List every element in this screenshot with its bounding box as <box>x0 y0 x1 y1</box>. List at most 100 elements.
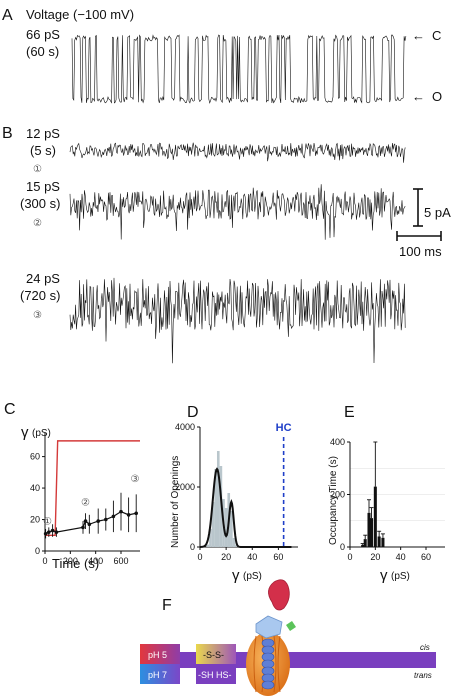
chart-d-hc-label: HC <box>276 422 292 434</box>
chart-c-ylabel-symbol: γ <box>21 424 29 441</box>
chart-d-ylabel: Number of Openings <box>170 456 181 548</box>
chart-d-bar <box>224 508 228 547</box>
chart-d-x-tick-label: 40 <box>247 552 257 562</box>
cap-domain <box>255 615 283 639</box>
chart-d-y-tick-label: 4000 <box>175 422 195 432</box>
chart-d: 0 20 40 60 0 2000 4000 HC <box>175 422 298 562</box>
ph7-block <box>140 664 180 684</box>
scale-time-label: 100 ms <box>399 244 442 259</box>
chart-c-point <box>81 525 85 530</box>
chart-c-point <box>87 522 92 527</box>
scale-bar <box>396 188 442 241</box>
chart-c: 0 200 400 600 0 20 40 60 ① ② ③ <box>30 433 140 566</box>
ph7-label: pH 7 <box>148 670 167 680</box>
chart-d-bar <box>214 469 217 547</box>
trace-a <box>71 34 407 104</box>
membrane-diagram <box>140 579 436 696</box>
chart-e: 0 20 40 60 0 200 400 <box>330 437 445 562</box>
chart-e-x-tick-label: 60 <box>421 552 431 562</box>
chart-c-point <box>50 528 55 533</box>
chart-e-xlabel-unit: (pS) <box>391 571 410 582</box>
trace-1-conductance: 12 pS <box>26 126 60 141</box>
cis-label: cis <box>420 643 430 652</box>
chart-d-xlabel-unit: (pS) <box>243 571 262 582</box>
sh-block <box>196 664 236 684</box>
chart-d-x-tick-label: 0 <box>197 552 202 562</box>
chart-c-point <box>126 513 131 517</box>
chart-c-point <box>83 519 88 523</box>
chart-c-y-tick-label: 40 <box>30 483 40 493</box>
arrow-open-icon: ← <box>412 89 425 104</box>
chart-e-y-tick-label: 400 <box>330 437 345 447</box>
trace-3-time: (720 s) <box>20 288 60 303</box>
ss-block <box>196 644 236 664</box>
chart-c-point <box>134 511 138 516</box>
chart-e-bar <box>373 486 377 547</box>
trace-2-marker: ② <box>33 218 42 229</box>
trace-3-marker: ③ <box>33 310 42 321</box>
chart-c-marker: ② <box>81 497 90 508</box>
panel-a-letter: A <box>2 7 13 24</box>
chart-d-bar <box>230 511 233 547</box>
chart-c-y-tick-label: 60 <box>30 452 40 462</box>
chart-c-y-tick-label: 0 <box>35 546 40 556</box>
chart-c-x-tick-label: 0 <box>42 556 47 566</box>
panel-b-letter: B <box>2 125 13 142</box>
trace-b3 <box>69 277 406 364</box>
trace-2-time: (300 s) <box>20 196 60 211</box>
toxin-head <box>268 579 290 611</box>
trace-1-marker: ① <box>33 164 42 175</box>
panel-f-letter: F <box>162 597 172 614</box>
chart-d-bar <box>209 529 212 547</box>
chart-e-x-tick-label: 40 <box>396 552 406 562</box>
chart-d-xlabel-symbol: γ <box>232 567 240 584</box>
chart-c-ylabel-unit: (pS) <box>32 428 51 439</box>
chart-e-bar <box>363 539 367 547</box>
scale-current-label: 5 pA <box>424 205 451 220</box>
chart-e-x-tick-label: 0 <box>347 552 352 562</box>
chart-c-series-black <box>45 510 137 535</box>
trans-label: trans <box>414 671 432 680</box>
chart-e-xlabel-symbol: γ <box>380 567 388 584</box>
sh-label: -SH HS- <box>198 670 232 680</box>
chart-c-series-red <box>45 440 140 536</box>
chart-d-y-tick-label: 0 <box>190 542 195 552</box>
chart-e-bar <box>367 512 371 547</box>
helix-spiral <box>261 638 275 690</box>
chart-c-y-tick-label: 20 <box>30 515 40 525</box>
chart-c-xlabel: Time (s) <box>52 556 99 571</box>
state-open-label: O <box>432 89 442 104</box>
panel-a-title: Voltage (−100 mV) <box>26 7 134 22</box>
chart-e-y-tick-label: 200 <box>330 490 345 500</box>
chart-e-bar <box>381 537 385 547</box>
chart-c-point <box>111 514 116 519</box>
panel-a-time: (60 s) <box>26 44 59 59</box>
green-linker <box>286 621 296 631</box>
chart-c-x-tick-label: 200 <box>63 556 78 566</box>
chart-d-bar <box>206 544 210 547</box>
chart-c-marker: ③ <box>130 474 139 485</box>
trace-b1 <box>69 142 406 163</box>
chart-d-bar <box>211 502 215 547</box>
chart-e-y-tick-label: 0 <box>340 542 345 552</box>
arrow-closed-icon: ← <box>412 28 425 43</box>
chart-d-bar <box>216 451 220 547</box>
chart-c-marker: ① <box>43 516 52 527</box>
chart-d-y-tick-label: 2000 <box>175 482 195 492</box>
chart-c-x-tick-label: 400 <box>88 556 103 566</box>
panel-c-letter: C <box>4 401 16 418</box>
chart-e-bar <box>361 544 365 547</box>
chart-d-fit-curve <box>199 467 292 548</box>
chart-c-point <box>43 531 48 536</box>
chart-d-x-tick-label: 60 <box>273 552 283 562</box>
panel-e-letter: E <box>344 404 355 421</box>
chart-c-x-tick-label: 600 <box>113 556 128 566</box>
chart-c-point <box>47 530 51 534</box>
panel-d-letter: D <box>187 404 199 421</box>
trace-b2 <box>69 184 406 240</box>
chart-c-point <box>54 530 59 534</box>
chart-e-bar <box>370 518 374 547</box>
chart-c-point <box>96 519 100 523</box>
state-closed-label: C <box>432 28 441 43</box>
